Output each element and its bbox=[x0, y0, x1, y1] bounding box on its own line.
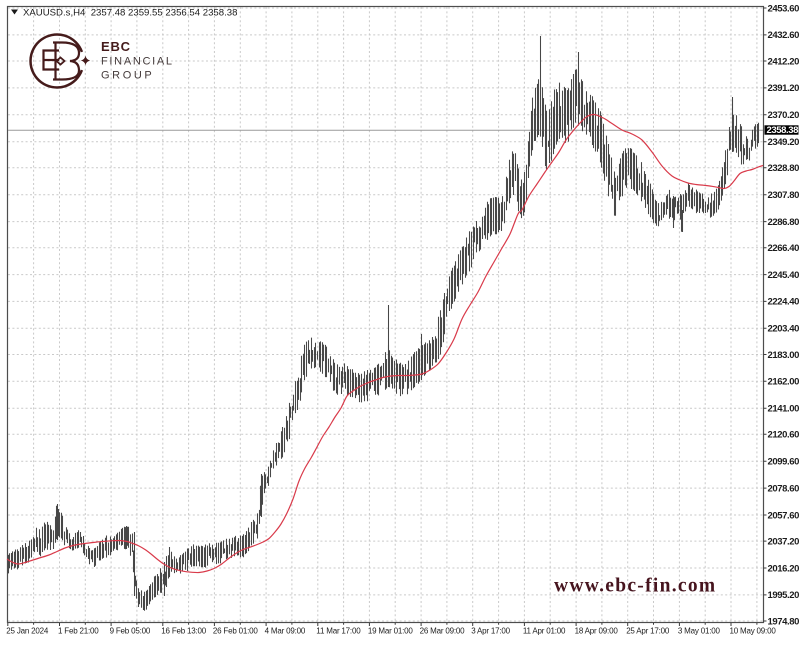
svg-text:2057.60: 2057.60 bbox=[768, 510, 800, 521]
svg-text:2307.80: 2307.80 bbox=[768, 190, 800, 201]
svg-text:11 Mar 17:00: 11 Mar 17:00 bbox=[316, 627, 361, 636]
svg-text:9 Feb 05:00: 9 Feb 05:00 bbox=[110, 627, 151, 636]
svg-text:1 Feb 21:00: 1 Feb 21:00 bbox=[58, 627, 99, 636]
svg-text:XAUUSD.s,H4 2357.48 2359.55 2: XAUUSD.s,H4 2357.48 2359.55 2356.54 2358… bbox=[23, 8, 237, 19]
svg-text:3 May 01:00: 3 May 01:00 bbox=[678, 627, 721, 636]
svg-text:2099.60: 2099.60 bbox=[768, 457, 800, 468]
svg-text:4 Mar 09:00: 4 Mar 09:00 bbox=[265, 627, 306, 636]
svg-text:11 Apr 01:00: 11 Apr 01:00 bbox=[523, 627, 566, 636]
svg-text:2162.00: 2162.00 bbox=[768, 377, 800, 388]
svg-text:EBC: EBC bbox=[101, 39, 131, 54]
svg-text:2370.20: 2370.20 bbox=[768, 110, 800, 121]
svg-text:2120.60: 2120.60 bbox=[768, 430, 800, 441]
svg-text:2349.20: 2349.20 bbox=[768, 137, 800, 148]
svg-text:2432.60: 2432.60 bbox=[768, 30, 800, 41]
svg-text:2141.00: 2141.00 bbox=[768, 404, 800, 415]
svg-text:www.ebc-fin.com: www.ebc-fin.com bbox=[554, 576, 716, 597]
svg-text:25 Apr 17:00: 25 Apr 17:00 bbox=[626, 627, 670, 636]
svg-text:2224.40: 2224.40 bbox=[768, 297, 800, 308]
svg-text:2078.60: 2078.60 bbox=[768, 483, 800, 494]
svg-text:16 Feb 13:00: 16 Feb 13:00 bbox=[161, 627, 206, 636]
svg-text:2183.00: 2183.00 bbox=[768, 350, 800, 361]
svg-text:GROUP: GROUP bbox=[101, 70, 154, 82]
svg-text:2245.40: 2245.40 bbox=[768, 270, 800, 281]
svg-text:2016.20: 2016.20 bbox=[768, 563, 800, 574]
svg-text:2266.40: 2266.40 bbox=[768, 243, 800, 254]
svg-text:2286.80: 2286.80 bbox=[768, 217, 800, 228]
svg-text:2358.38: 2358.38 bbox=[767, 125, 799, 136]
svg-text:2412.20: 2412.20 bbox=[768, 56, 800, 67]
svg-text:19 Mar 01:00: 19 Mar 01:00 bbox=[368, 627, 413, 636]
svg-text:2391.20: 2391.20 bbox=[768, 83, 800, 94]
svg-text:25 Jan 2024: 25 Jan 2024 bbox=[6, 627, 49, 636]
svg-text:10 May 09:00: 10 May 09:00 bbox=[730, 627, 777, 636]
svg-text:2037.20: 2037.20 bbox=[768, 536, 800, 547]
svg-text:3 Apr 17:00: 3 Apr 17:00 bbox=[471, 627, 510, 636]
svg-text:26 Feb 01:00: 26 Feb 01:00 bbox=[213, 627, 258, 636]
svg-text:FINANCIAL: FINANCIAL bbox=[101, 56, 174, 68]
svg-text:2203.40: 2203.40 bbox=[768, 324, 800, 335]
svg-text:2453.60: 2453.60 bbox=[768, 3, 800, 14]
svg-text:18 Apr 09:00: 18 Apr 09:00 bbox=[575, 627, 619, 636]
svg-text:26 Mar 09:00: 26 Mar 09:00 bbox=[420, 627, 465, 636]
svg-text:1974.80: 1974.80 bbox=[768, 616, 800, 627]
svg-text:2328.80: 2328.80 bbox=[768, 163, 800, 174]
svg-text:1995.20: 1995.20 bbox=[768, 590, 800, 601]
